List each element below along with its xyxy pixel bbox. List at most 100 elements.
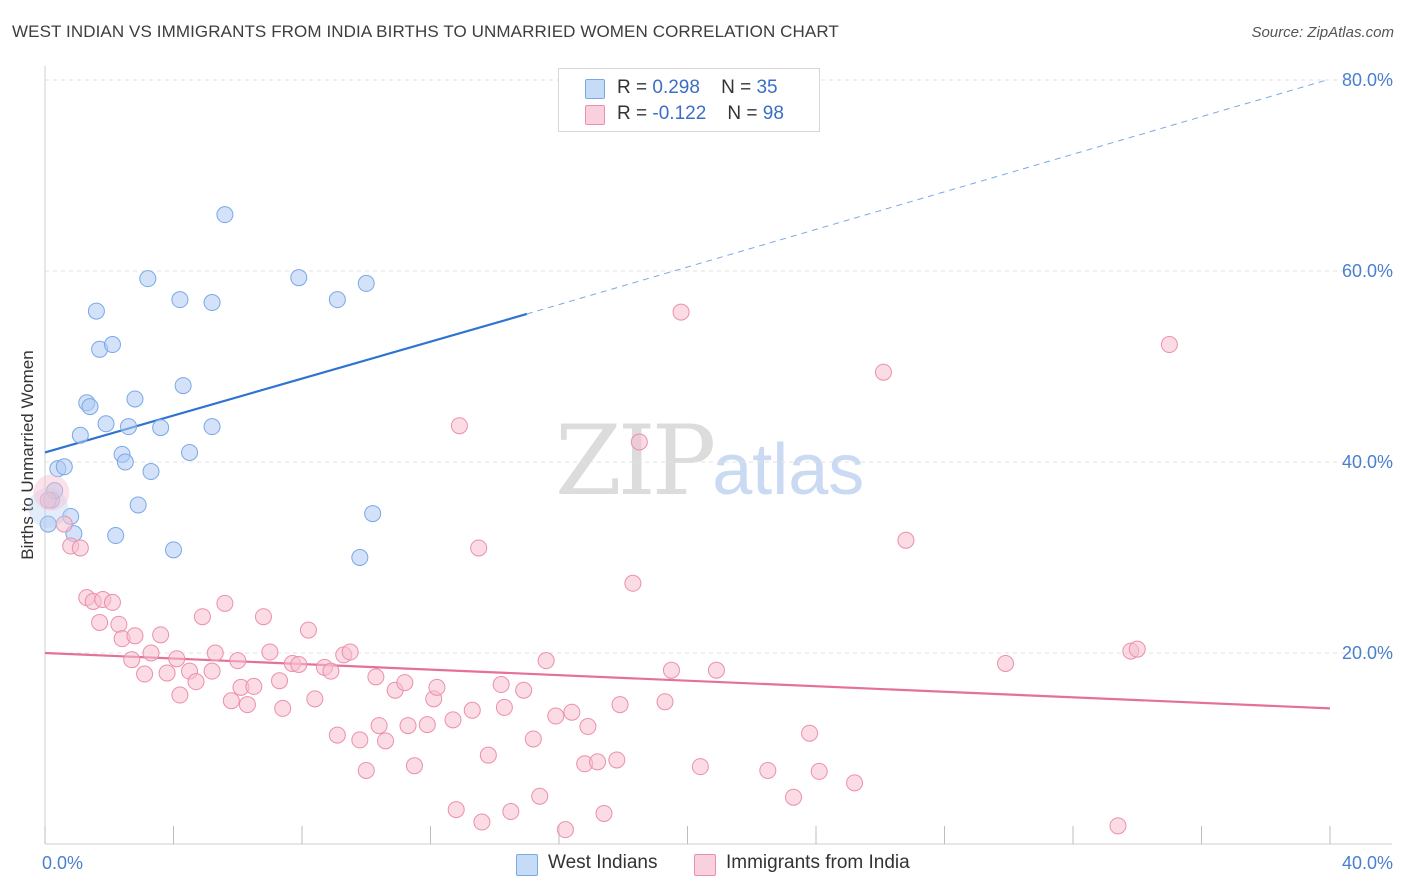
source-credit: Source: ZipAtlas.com	[1251, 24, 1394, 41]
india-point	[428, 678, 446, 696]
india-point	[691, 758, 709, 776]
legend-stats: R = 0.298 N = 35	[617, 77, 778, 99]
india-point	[322, 662, 340, 680]
r-value: 0.298	[652, 77, 700, 98]
india-point	[611, 696, 629, 714]
west-indians-point	[142, 463, 160, 481]
india-point	[447, 801, 465, 819]
india-point	[707, 661, 725, 679]
india-point	[216, 594, 234, 612]
legend-swatch	[516, 854, 538, 876]
axes	[44, 66, 1392, 845]
india-point	[238, 696, 256, 714]
india-point	[274, 699, 292, 717]
india-point	[328, 726, 346, 744]
west-indians-point	[126, 390, 144, 408]
india-point	[473, 813, 491, 831]
west-indians-point	[103, 336, 121, 354]
west-indians-point	[165, 541, 182, 559]
legend-swatch	[585, 79, 605, 99]
india-point	[479, 746, 497, 764]
legend-label: West Indians	[548, 852, 658, 873]
india-point	[33, 474, 70, 511]
india-point	[595, 804, 613, 822]
n-value: 98	[762, 103, 784, 124]
west-indians-trend-extension	[526, 79, 1327, 315]
india-point	[168, 650, 186, 668]
y-tick-label: 20.0%	[1342, 643, 1393, 663]
tick-labels: 20.0% 40.0% 60.0% 80.0% 0.0% 40.0%	[42, 70, 1393, 873]
r-label: R =	[617, 103, 648, 124]
india-point	[367, 668, 385, 686]
watermark-zip: ZIP	[555, 405, 716, 517]
india-point	[152, 626, 170, 644]
india-point	[608, 751, 626, 769]
india-point	[123, 651, 141, 669]
india-point	[377, 732, 395, 750]
r-value: -0.122	[652, 103, 707, 124]
india-point	[846, 774, 864, 792]
y-tick-label: 40.0%	[1342, 452, 1393, 472]
west-indians-point	[71, 426, 89, 444]
india-point	[997, 655, 1015, 673]
india-point	[71, 539, 89, 557]
india-point	[396, 674, 414, 692]
west-indians-point	[328, 291, 346, 309]
india-point	[341, 643, 359, 661]
n-value: 35	[756, 77, 778, 98]
india-point	[222, 692, 240, 710]
india-point	[254, 608, 272, 626]
india-point	[579, 718, 597, 736]
west-indians-point	[97, 415, 115, 433]
x-tick-label: 40.0%	[1342, 853, 1393, 873]
west-indians-point	[107, 527, 125, 545]
india-point	[874, 363, 892, 381]
india-point	[290, 655, 308, 673]
n-label: N =	[727, 103, 758, 124]
india-point	[171, 686, 189, 704]
india-point	[299, 621, 317, 639]
west-indians-point	[364, 505, 382, 523]
india-point	[399, 717, 417, 735]
india-point	[91, 613, 109, 631]
west-indians-point	[139, 270, 157, 288]
india-point	[39, 491, 57, 509]
india-point	[206, 644, 224, 662]
west-indians-point	[203, 294, 221, 312]
west-indians-point	[216, 206, 234, 224]
india-point	[245, 677, 263, 695]
india-point	[1109, 817, 1127, 835]
india-point	[405, 757, 423, 775]
india-point	[492, 676, 510, 694]
trend-lines	[44, 79, 1331, 710]
india-point	[515, 681, 533, 699]
india-point	[187, 673, 205, 691]
correlation-legend: R = 0.298 N = 35 R = -0.122 N = 98	[558, 68, 820, 132]
india-point	[229, 652, 247, 670]
india-point	[444, 711, 462, 729]
india-point	[126, 627, 144, 645]
india-point	[357, 761, 375, 779]
chart-title: WEST INDIAN VS IMMIGRANTS FROM INDIA BIR…	[12, 22, 839, 41]
gridlines	[45, 79, 1392, 654]
series-legend: West Indians Immigrants from India	[0, 852, 1406, 878]
west-indians-point	[351, 549, 369, 566]
india-point	[897, 531, 915, 549]
x-tick-label: 0.0%	[42, 853, 83, 873]
india-point	[193, 608, 211, 626]
india-point	[351, 731, 369, 749]
west-indians-point	[116, 453, 134, 471]
west-indians-point	[181, 443, 199, 461]
west-indians-point	[152, 419, 170, 437]
west-indians-point	[290, 269, 308, 287]
india-point	[55, 515, 73, 533]
india-point	[136, 665, 154, 683]
india-point	[662, 661, 680, 679]
india-point	[450, 417, 468, 435]
india-point	[624, 574, 642, 592]
india-point	[556, 821, 574, 839]
india-point	[524, 730, 542, 748]
india-point	[1160, 336, 1178, 354]
india-point	[103, 593, 121, 611]
india-point	[495, 698, 513, 716]
